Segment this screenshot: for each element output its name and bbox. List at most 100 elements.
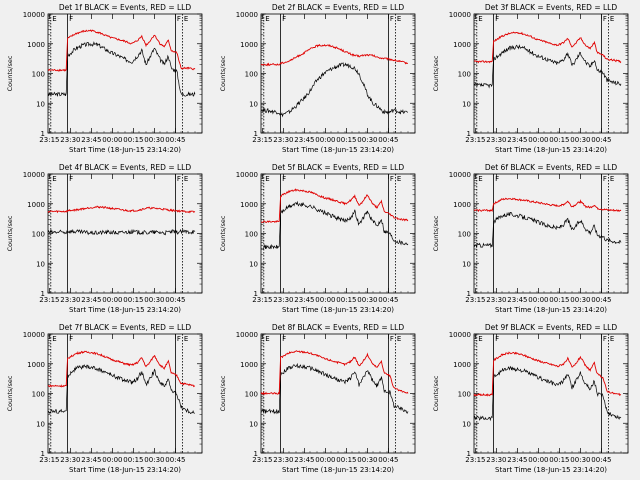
detector-chart-8: Det 8f BLACK = Events, RED = LLD 1 10 100 10… [219, 323, 416, 474]
time-marker-label: E [52, 335, 56, 343]
chart-title: Det 6f BLACK = Events, RED = LLD [485, 163, 618, 172]
x-axis-label: Start Time (18-Jun-15 23:14:20) [69, 466, 181, 474]
x-tick-label: 23:45 [294, 456, 314, 464]
detector-chart-6: Det 6f BLACK = Events, RED = LLD 1 10 100 10… [432, 163, 629, 314]
x-axis-label: Start Time (18-Jun-15 23:14:20) [282, 306, 394, 314]
y-tick-label: 1000 [453, 361, 471, 369]
x-tick-label: 23:30 [60, 296, 80, 304]
time-marker-label: F [282, 335, 286, 343]
time-marker-label: F [390, 175, 394, 183]
chart-title: Det 9f BLACK = Events, RED = LLD [485, 323, 618, 332]
x-axis-label: Start Time (18-Jun-15 23:14:20) [495, 306, 607, 314]
y-tick-label: 1000 [27, 41, 45, 49]
x-tick-label: 23:30 [273, 136, 293, 144]
chart-title: Det 1f BLACK = Events, RED = LLD [59, 3, 192, 12]
y-tick-label: 1000 [453, 201, 471, 209]
x-tick-label: 00:30 [570, 136, 590, 144]
detector-chart-3: Det 3f BLACK = Events, RED = LLD 1 10 100 10… [432, 3, 629, 154]
detector-panel-5: Det 5f BLACK = Events, RED = LLD 1 10 100 10… [213, 160, 426, 320]
y-axis-label: Counts/sec [219, 55, 227, 91]
y-tick-label: 10000 [449, 11, 471, 19]
lld-series-line [473, 31, 622, 64]
y-axis-label: Counts/sec [219, 215, 227, 251]
x-tick-label: 00:15 [123, 296, 143, 304]
time-marker-label: F [282, 175, 286, 183]
y-tick-label: 1 [254, 450, 258, 458]
lld-series-line [261, 188, 409, 224]
time-marker-label: F [495, 335, 499, 343]
x-tick-label: 23:45 [294, 136, 314, 144]
plot-frame [47, 333, 203, 454]
x-tick-label: 00:45 [591, 136, 611, 144]
time-marker-label: E [478, 335, 482, 343]
time-marker-label: E [610, 335, 614, 343]
detector-panel-9: Det 9f BLACK = Events, RED = LLD 1 10 100 10… [426, 320, 639, 480]
time-marker-label: F [603, 175, 607, 183]
y-tick-label: 1000 [27, 361, 45, 369]
time-marker-label: E [184, 15, 188, 23]
detector-chart-7: Det 7f BLACK = Events, RED = LLD 1 10 100 10… [6, 323, 203, 474]
x-tick-label: 23:45 [507, 136, 527, 144]
x-tick-label: 00:45 [378, 136, 398, 144]
time-marker-label: E [52, 15, 56, 23]
x-tick-label: 00:15 [336, 296, 356, 304]
x-tick-label: 00:00 [102, 136, 122, 144]
x-tick-label: 23:15 [39, 136, 59, 144]
events-series-line [473, 211, 622, 249]
chart-title: Det 5f BLACK = Events, RED = LLD [272, 163, 405, 172]
time-marker-label: F [390, 335, 394, 343]
x-tick-label: 00:00 [315, 456, 335, 464]
time-marker-label: E [397, 15, 401, 23]
x-tick-label: 23:45 [294, 296, 314, 304]
y-tick-label: 1 [41, 290, 45, 298]
time-marker-label: F [177, 15, 181, 23]
x-tick-label: 23:45 [507, 456, 527, 464]
y-axis-label: Counts/sec [432, 215, 440, 251]
y-tick-label: 10000 [236, 11, 258, 19]
time-marker-label: F [495, 15, 499, 23]
detector-chart-5: Det 5f BLACK = Events, RED = LLD 1 10 100 10… [219, 163, 416, 314]
x-tick-label: 23:15 [465, 136, 485, 144]
time-marker-label: E [478, 175, 482, 183]
y-tick-label: 10 [249, 260, 258, 268]
x-tick-label: 00:15 [549, 136, 569, 144]
y-axis-label: Counts/sec [6, 215, 14, 251]
y-tick-label: 1000 [453, 41, 471, 49]
plot-frame [473, 333, 629, 454]
y-axis-label: Counts/sec [6, 375, 14, 411]
time-marker-label: E [397, 335, 401, 343]
y-tick-label: 1000 [240, 41, 258, 49]
y-tick-label: 10 [36, 420, 45, 428]
x-tick-label: 00:30 [357, 136, 377, 144]
x-tick-label: 23:45 [81, 296, 101, 304]
time-marker-label: F [390, 15, 394, 23]
time-marker-label: F [603, 335, 607, 343]
events-series-line [260, 200, 409, 250]
y-tick-label: 100 [245, 231, 258, 239]
detector-panel-2: Det 2f BLACK = Events, RED = LLD 1 10 100 10… [213, 0, 426, 160]
time-marker-label: E [478, 15, 482, 23]
x-axis-label: Start Time (18-Jun-15 23:14:20) [69, 146, 181, 154]
x-tick-label: 23:45 [81, 456, 101, 464]
y-axis-label: Counts/sec [432, 375, 440, 411]
events-series-line [47, 41, 196, 97]
y-axis-label: Counts/sec [219, 375, 227, 411]
time-marker-label: F [603, 15, 607, 23]
y-tick-label: 1 [41, 450, 45, 458]
y-tick-label: 100 [245, 71, 258, 79]
plot-frame [47, 173, 203, 294]
x-tick-label: 23:30 [486, 136, 506, 144]
y-tick-label: 1000 [240, 201, 258, 209]
detector-panel-1: Det 1f BLACK = Events, RED = LLD 1 10 100 10… [0, 0, 213, 160]
time-marker-label: F [69, 175, 73, 183]
events-series-line [47, 228, 196, 236]
x-tick-label: 23:30 [486, 296, 506, 304]
y-tick-label: 1 [41, 130, 45, 138]
x-tick-label: 00:30 [144, 456, 164, 464]
x-tick-label: 00:45 [165, 456, 185, 464]
detector-panel-3: Det 3f BLACK = Events, RED = LLD 1 10 100 10… [426, 0, 639, 160]
y-tick-label: 10000 [449, 331, 471, 339]
time-marker-label: F [282, 15, 286, 23]
detector-panel-4: Det 4f BLACK = Events, RED = LLD 1 10 100 10… [0, 160, 213, 320]
